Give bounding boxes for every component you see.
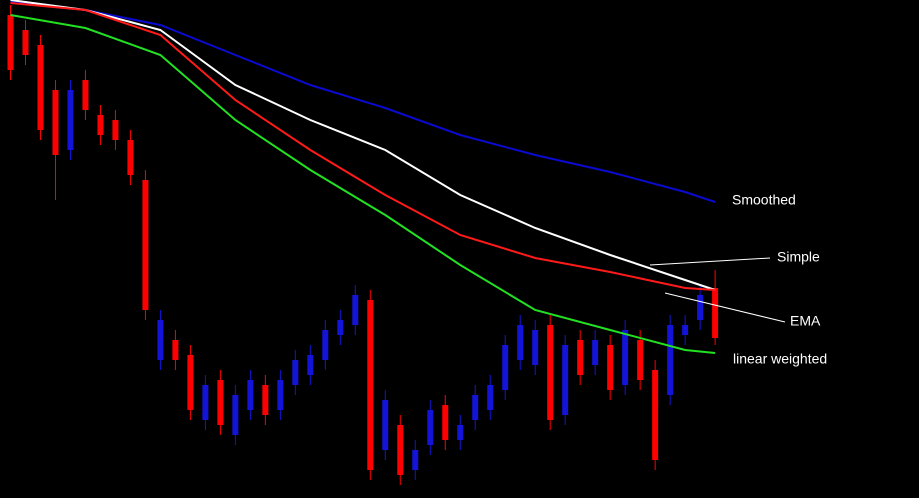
candle-body [697, 295, 704, 320]
candle-body [142, 180, 149, 310]
candle-body [157, 320, 164, 360]
candle-body [82, 80, 89, 110]
candle-body [292, 360, 299, 385]
candle-body [457, 425, 464, 440]
candle-body [187, 355, 194, 410]
candle-body [37, 45, 44, 130]
candle-body [322, 330, 329, 360]
candle-body [97, 115, 104, 135]
ma-line [10, 0, 716, 291]
candle-body [517, 325, 524, 360]
candle-body [412, 450, 419, 470]
pointer-line [649, 257, 771, 266]
candle-body [502, 345, 509, 390]
candle-body [112, 120, 119, 140]
moving-averages [10, 0, 716, 354]
candle-body [307, 355, 314, 375]
candle-body [247, 380, 254, 410]
candle-body [547, 325, 554, 420]
candle-body [622, 330, 629, 385]
candle-body [532, 330, 539, 365]
candle-body [232, 395, 239, 435]
line-label: Simple [777, 249, 820, 265]
candle-body [172, 340, 179, 360]
candle-body [217, 380, 224, 425]
candle-body [667, 325, 674, 395]
candle-body [22, 30, 29, 55]
candle-body [52, 90, 59, 155]
candle-body [382, 400, 389, 450]
candle-body [127, 140, 134, 175]
candle-body [682, 325, 689, 335]
candles [7, 5, 719, 485]
candle-body [352, 295, 359, 325]
candle-body [202, 385, 209, 420]
line-label: EMA [790, 313, 821, 329]
candle-body [562, 345, 569, 415]
candle-body [487, 385, 494, 410]
candle-body [592, 340, 599, 365]
ma-line [10, 14, 716, 354]
candle-body [712, 288, 719, 338]
candle-body [337, 320, 344, 335]
candle-body [442, 405, 449, 440]
ma-line [10, 1, 716, 203]
line-label: linear weighted [733, 351, 827, 367]
candle-body [67, 90, 74, 150]
line-label: Smoothed [732, 192, 796, 208]
candle-body [472, 395, 479, 420]
candle-body [367, 300, 374, 470]
candle-body [577, 340, 584, 375]
ma-line [10, 2, 716, 291]
candle-body [637, 340, 644, 380]
candle-body [7, 15, 14, 70]
candle-body [277, 380, 284, 410]
candle-body [652, 370, 659, 460]
candle-body [262, 385, 269, 415]
candle-body [427, 410, 434, 445]
candle-body [607, 345, 614, 390]
candle-body [397, 425, 404, 475]
pointer-line [664, 292, 786, 323]
